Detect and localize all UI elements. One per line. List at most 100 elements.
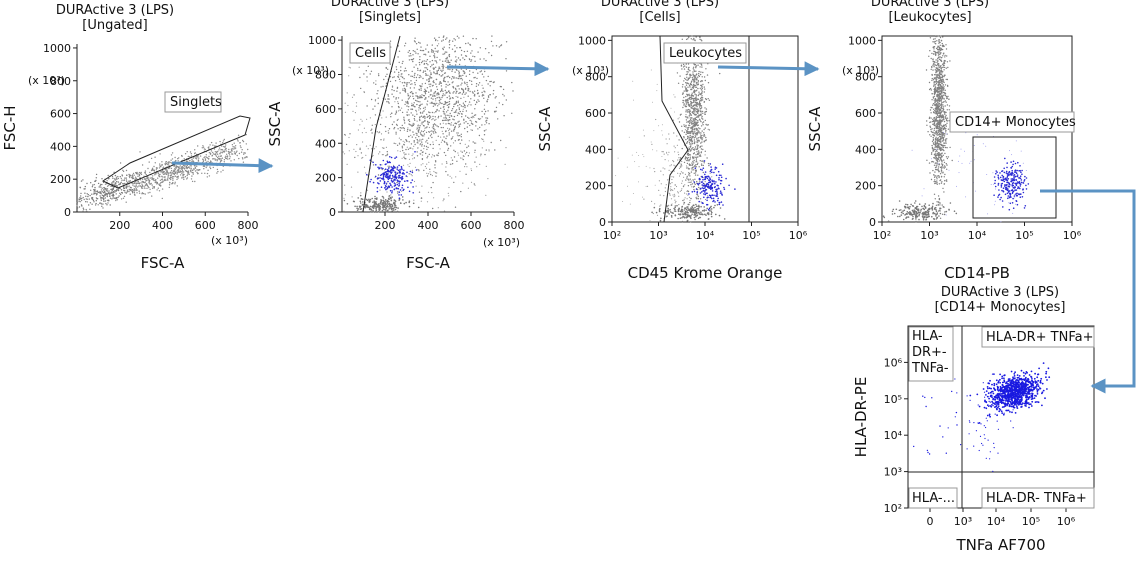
event-dot — [428, 192, 429, 193]
event-dot — [681, 183, 682, 184]
event-dot — [685, 126, 686, 127]
event-dot — [702, 149, 703, 150]
event-dot — [702, 99, 703, 100]
event-dot — [455, 140, 456, 141]
event-dot — [686, 102, 687, 103]
event-dot — [154, 174, 155, 175]
event-dot — [708, 212, 710, 214]
event-dot — [684, 90, 685, 91]
event-dot — [695, 85, 696, 86]
event-dot — [480, 58, 481, 59]
event-dot — [126, 175, 127, 176]
event-dot — [400, 130, 401, 131]
event-dot — [661, 130, 662, 131]
event-dot — [121, 178, 122, 179]
event-dot — [379, 151, 380, 152]
axis-multiplier: (x 10³) — [572, 64, 609, 77]
event-dot — [184, 168, 185, 169]
event-dot — [411, 174, 412, 175]
event-dot — [112, 190, 113, 191]
event-dot — [344, 200, 346, 202]
event-dot — [428, 51, 429, 52]
event-dot — [701, 201, 702, 202]
event-dot — [405, 70, 406, 71]
event-dot — [378, 174, 379, 175]
event-dot — [707, 124, 708, 125]
event-dot — [461, 88, 462, 89]
event-dot — [196, 166, 197, 167]
event-dot — [373, 82, 374, 83]
event-dot — [423, 72, 424, 73]
event-dot — [705, 151, 706, 152]
event-dot — [393, 209, 395, 211]
event-dot — [167, 162, 168, 163]
event-dot — [435, 51, 436, 52]
event-dot — [419, 56, 420, 57]
event-dot — [710, 166, 712, 168]
event-dot — [80, 198, 81, 199]
event-dot — [126, 177, 127, 178]
event-dot — [402, 77, 403, 78]
event-dot — [407, 115, 408, 116]
event-dot — [695, 133, 696, 134]
event-dot — [678, 192, 679, 193]
event-dot — [686, 216, 688, 218]
event-dot — [414, 51, 415, 52]
event-dot — [443, 80, 444, 81]
event-dot — [417, 127, 418, 128]
event-dot — [705, 137, 706, 138]
event-dot — [940, 218, 941, 219]
event-dot — [421, 94, 422, 95]
event-dot — [683, 124, 684, 125]
event-dot — [693, 125, 694, 126]
event-dot — [671, 198, 672, 199]
event-dot — [685, 129, 686, 130]
event-dot — [423, 54, 424, 55]
event-dot — [690, 74, 691, 75]
event-dot — [699, 213, 701, 215]
event-dot — [198, 157, 199, 158]
event-dot — [695, 64, 696, 65]
event-dot — [454, 72, 455, 73]
event-dot — [426, 74, 427, 75]
event-dot — [691, 180, 692, 181]
x-tick-label: 10⁶ — [1063, 229, 1082, 242]
event-dot — [699, 102, 700, 103]
event-dot — [469, 125, 470, 126]
event-dot — [684, 68, 685, 69]
event-dot — [432, 44, 433, 45]
event-dot — [384, 172, 386, 174]
event-dot — [352, 196, 353, 197]
event-dot — [441, 97, 442, 98]
event-dot — [412, 71, 413, 72]
event-dot — [79, 197, 80, 198]
event-dot — [430, 144, 431, 145]
event-dot — [423, 111, 424, 112]
event-dot — [416, 169, 418, 171]
event-dot — [380, 139, 381, 140]
event-dot — [426, 103, 427, 104]
event-dot — [394, 143, 395, 144]
event-dot — [195, 157, 196, 158]
event-dot — [103, 189, 104, 190]
event-dot — [388, 94, 389, 95]
event-dot — [702, 214, 704, 216]
event-dot — [945, 140, 946, 141]
event-dot — [167, 176, 168, 177]
event-dot — [452, 137, 453, 138]
event-dot — [356, 144, 357, 145]
event-dot — [632, 155, 633, 156]
event-dot — [243, 152, 244, 153]
event-dot — [708, 165, 709, 166]
event-dot — [369, 181, 371, 183]
event-dot — [710, 171, 712, 173]
event-dot — [702, 190, 704, 192]
event-dot — [406, 175, 408, 177]
event-dot — [703, 167, 705, 169]
event-dot — [426, 114, 427, 115]
event-dot — [678, 154, 679, 155]
event-dot — [393, 90, 394, 91]
event-dot — [423, 135, 424, 136]
event-dot — [386, 183, 388, 185]
event-dot — [459, 76, 460, 77]
